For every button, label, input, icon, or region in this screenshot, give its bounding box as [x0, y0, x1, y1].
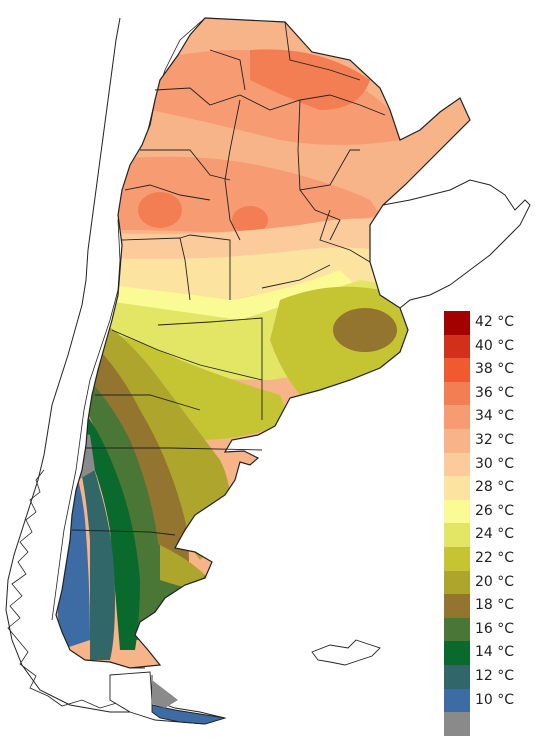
legend-label: 12 °C: [475, 667, 515, 684]
legend-label: 30 °C: [475, 455, 515, 472]
legend-row: 22 °C: [444, 546, 538, 571]
legend-row: 14 °C: [444, 641, 538, 665]
legend-row: 32 °C: [444, 428, 538, 453]
legend-row: 20 °C: [444, 570, 538, 595]
legend-label: 38 °C: [475, 361, 515, 378]
legend-row: 30 °C: [444, 452, 538, 477]
legend-swatch: [444, 334, 470, 359]
legend-label: 14 °C: [475, 644, 515, 661]
legend-swatch: [444, 523, 470, 547]
legend-swatch: [444, 428, 470, 453]
legend-row: 42 °C: [444, 311, 538, 335]
legend-row: 18 °C: [444, 594, 538, 618]
legend-label: 36 °C: [475, 384, 515, 401]
legend-row: 34 °C: [444, 405, 538, 429]
legend-swatch: [444, 664, 470, 689]
legend-swatch: [444, 476, 470, 500]
legend-swatch: [444, 499, 470, 524]
legend-swatch: [444, 712, 470, 736]
legend-label: 16 °C: [475, 620, 515, 637]
legend-row: 36 °C: [444, 381, 538, 406]
uruguay-outline: [382, 179, 531, 309]
legend-row: 26 °C: [444, 499, 538, 524]
legend-swatch: [444, 452, 470, 477]
legend-swatch: [444, 311, 470, 335]
legend-row: 16 °C: [444, 617, 538, 642]
legend-row: 24 °C: [444, 523, 538, 547]
chile-fjords: [7, 469, 141, 711]
legend-row: 28 °C: [444, 476, 538, 500]
legend-swatch: [444, 641, 470, 665]
legend-row: 12 °C: [444, 664, 538, 689]
legend-label: 42 °C: [475, 314, 515, 330]
legend-label: 18 °C: [475, 597, 515, 614]
legend-swatch: [444, 688, 470, 713]
temperature-legend: 42 °C 40 °C 38 °C 36 °C 34 °C 32 °C 30 °C 28 °C…: [444, 311, 538, 736]
province-borders: [71, 21, 386, 669]
legend-row: 38 °C: [444, 358, 538, 382]
legend-row: 10 °C: [444, 688, 538, 713]
argentina-outline: [55, 17, 471, 669]
legend-label: 28 °C: [475, 479, 515, 496]
legend-label: 32 °C: [475, 431, 515, 448]
chile-outline: [5, 17, 150, 713]
legend-swatch: [444, 594, 470, 618]
legend-swatch: [444, 617, 470, 642]
legend-label: 34 °C: [475, 408, 515, 425]
legend-row: [444, 712, 538, 736]
legend-label: 10 °C: [475, 691, 515, 708]
legend-label: 26 °C: [475, 502, 515, 519]
legend-label: 22 °C: [475, 549, 515, 566]
legend-swatch: [444, 381, 470, 406]
legend-label: 40 °C: [475, 337, 515, 354]
legend-label: 20 °C: [475, 573, 515, 590]
legend-swatch: [444, 570, 470, 595]
legend-label: 24 °C: [475, 526, 515, 543]
legend-row: 40 °C: [444, 334, 538, 359]
tierra-del-fuego-gray-zone: [152, 680, 178, 708]
legend-swatch: [444, 358, 470, 382]
malvinas-islands: [311, 639, 381, 666]
legend-swatch: [444, 405, 470, 429]
legend-swatch: [444, 546, 470, 571]
